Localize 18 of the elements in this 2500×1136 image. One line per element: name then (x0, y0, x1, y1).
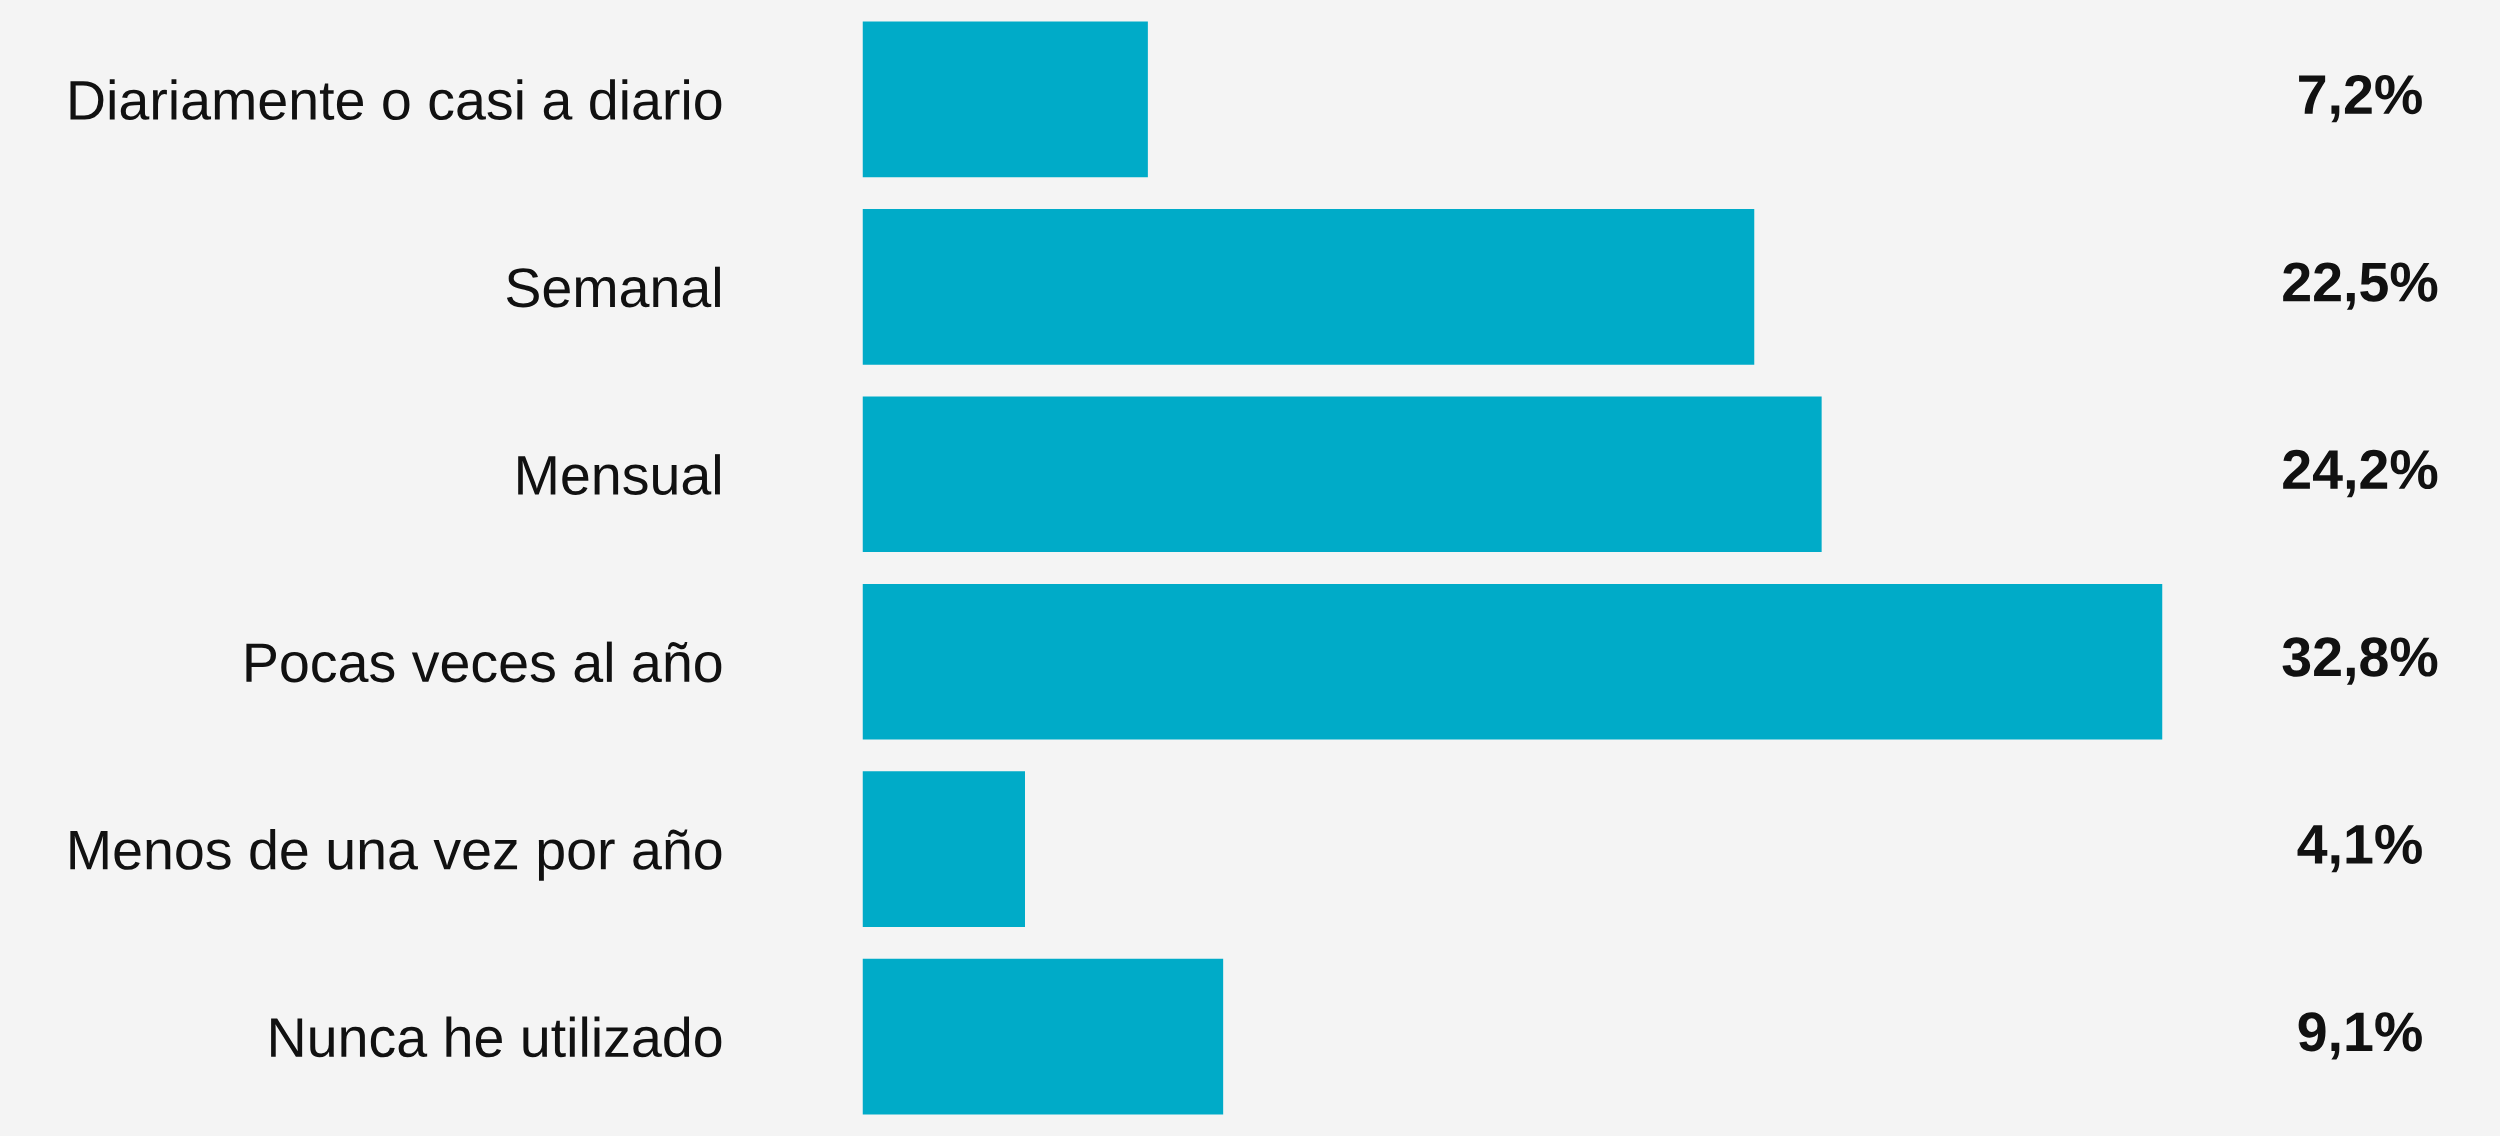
data-label: 4,1% (2297, 824, 2422, 873)
y-tick-label: Diariamente o casi a diario (70, 79, 722, 121)
bar (862, 396, 1822, 553)
bar (862, 771, 1025, 927)
data-label: 22,5% (2283, 262, 2438, 310)
y-tick-label: Pocas veces al año (246, 641, 722, 683)
y-tick-label: Semanal (506, 266, 720, 308)
y-tick-label: Menos de una vez por año (70, 829, 722, 881)
data-label: 24,2% (2283, 449, 2438, 498)
data-label: 9,1% (2298, 1012, 2422, 1060)
bar (862, 209, 1755, 365)
data-label: 32,8% (2282, 637, 2438, 685)
bar (862, 958, 1224, 1115)
y-tick-label: Nunca he utilizado (271, 1016, 722, 1058)
data-label: 7,2% (2299, 74, 2422, 123)
bar (862, 583, 2163, 740)
bar (862, 21, 1148, 178)
y-tick-label: Mensual (518, 454, 720, 495)
